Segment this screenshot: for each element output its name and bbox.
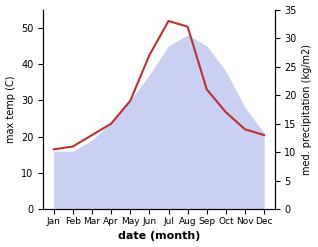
- Y-axis label: med. precipitation (kg/m2): med. precipitation (kg/m2): [302, 44, 313, 175]
- X-axis label: date (month): date (month): [118, 231, 200, 242]
- Y-axis label: max temp (C): max temp (C): [5, 76, 16, 143]
